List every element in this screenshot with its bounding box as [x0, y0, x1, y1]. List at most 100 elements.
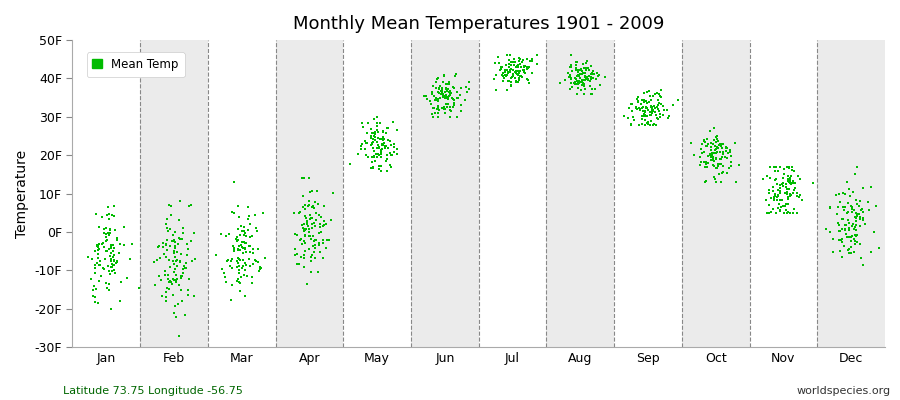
Point [435, 87, 449, 94]
Point [644, 110, 659, 116]
Point [819, 226, 833, 232]
Point [166, 277, 181, 284]
Point [715, 154, 729, 160]
Point [164, 212, 178, 218]
Point [654, 101, 669, 108]
Point [823, 229, 837, 236]
Point [832, 222, 846, 228]
Point [431, 85, 446, 92]
Point [164, 279, 178, 285]
Point [426, 83, 440, 90]
Point [506, 70, 520, 77]
Point [500, 72, 514, 79]
Point [724, 163, 738, 170]
Point [697, 148, 711, 155]
Point [235, 244, 249, 250]
Point [848, 171, 862, 178]
Point [241, 226, 256, 233]
Point [316, 222, 330, 229]
Point [231, 279, 246, 286]
Point [653, 94, 668, 100]
Point [172, 282, 186, 288]
Point [223, 263, 238, 269]
Point [517, 69, 531, 76]
Point [850, 232, 864, 238]
Point [436, 91, 450, 97]
Point [386, 144, 400, 150]
Point [361, 120, 375, 126]
Point [720, 145, 734, 152]
Point [849, 217, 863, 224]
Point [491, 54, 505, 60]
Point [849, 227, 863, 233]
Point [553, 80, 567, 86]
Point [89, 211, 104, 217]
Point [504, 75, 518, 81]
Point [503, 52, 517, 59]
Point [238, 244, 253, 251]
Point [714, 141, 728, 147]
Point [643, 112, 657, 118]
Point [509, 79, 524, 85]
Point [489, 87, 503, 93]
Point [786, 189, 800, 196]
Point [709, 156, 724, 162]
Point [511, 64, 526, 70]
Point [848, 240, 862, 247]
Point [572, 74, 587, 81]
Point [441, 94, 455, 100]
Point [767, 194, 781, 200]
Point [150, 244, 165, 250]
Point [567, 75, 581, 82]
Point [773, 182, 788, 188]
Point [166, 238, 180, 244]
Point [572, 72, 587, 79]
Point [708, 150, 723, 156]
Point [644, 112, 658, 118]
Point [366, 145, 381, 151]
Point [638, 121, 652, 128]
Point [572, 78, 586, 85]
Point [304, 224, 319, 231]
Point [843, 234, 858, 240]
Point [446, 84, 461, 90]
Point [697, 137, 711, 143]
Point [502, 60, 517, 67]
Point [639, 105, 653, 111]
Bar [411, 40, 479, 347]
Point [791, 173, 806, 179]
Point [237, 228, 251, 234]
Point [102, 232, 116, 238]
Point [504, 58, 518, 65]
Point [225, 256, 239, 262]
Point [302, 198, 316, 204]
Point [581, 73, 596, 79]
Point [219, 278, 233, 285]
Point [515, 58, 529, 65]
Point [252, 263, 266, 270]
Point [158, 272, 172, 279]
Point [170, 276, 184, 282]
Point [768, 193, 782, 199]
Point [88, 248, 103, 254]
Point [106, 262, 121, 268]
Point [237, 250, 251, 256]
Point [230, 226, 245, 232]
Point [250, 259, 265, 265]
Point [841, 200, 855, 206]
Point [591, 72, 606, 78]
Point [706, 155, 720, 161]
Point [103, 253, 117, 259]
Point [636, 113, 651, 119]
Point [641, 106, 655, 113]
Point [849, 215, 863, 221]
Point [780, 164, 795, 170]
Point [563, 64, 578, 70]
Point [707, 147, 722, 153]
Point [575, 79, 590, 86]
Point [576, 91, 590, 97]
Point [652, 100, 666, 106]
Point [706, 163, 721, 170]
Point [390, 127, 404, 134]
Point [170, 262, 184, 269]
